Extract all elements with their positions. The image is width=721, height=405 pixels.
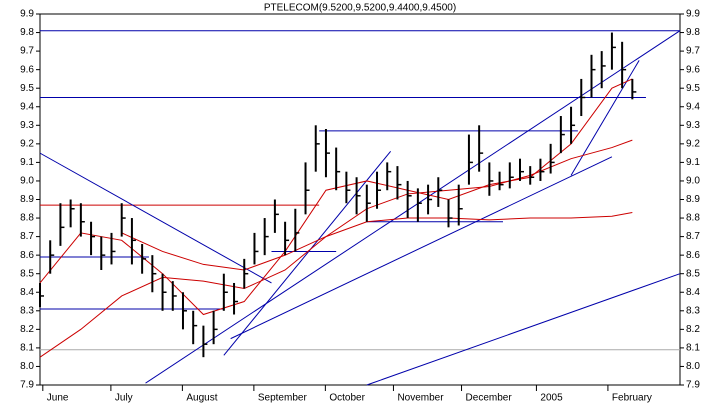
y2-tick-label: 9.2 [686,138,700,149]
y-tick-label: 8.8 [20,213,34,224]
y2-tick-label: 8.4 [686,287,700,298]
y-tick-label: 9.0 [20,176,34,187]
y-tick-label: 9.6 [20,64,34,75]
y-tick-label: 9.3 [20,120,34,131]
y-tick-label: 8.4 [20,287,34,298]
y-tick-label: 8.5 [20,268,34,279]
x-tick-label: 2005 [540,393,563,404]
y2-tick-label: 8.5 [686,268,700,279]
x-tick-label: November [397,393,444,404]
moving-average [121,211,633,271]
y-tick-label: 8.9 [20,194,34,205]
y2-tick-label: 8.0 [686,361,700,372]
y-tick-label: 8.1 [20,343,34,354]
trend-line [570,60,640,176]
y2-tick-label: 8.3 [686,305,700,316]
y-tick-label: 8.6 [20,250,34,261]
y-tick-label: 9.2 [20,138,34,149]
x-tick-label: June [47,393,69,404]
y2-tick-label: 8.9 [686,194,700,205]
y2-tick-label: 9.7 [686,46,700,57]
y2-tick-label: 9.8 [686,27,700,38]
y2-tick-label: 9.4 [686,101,700,112]
y-tick-label: 8.7 [20,231,34,242]
y2-tick-label: 9.3 [686,120,700,131]
y-tick-label: 9.4 [20,101,34,112]
y-tick-label: 8.0 [20,361,34,372]
x-tick-label: July [115,393,133,404]
x-tick-label: August [186,393,217,404]
y-tick-label: 7.9 [20,380,34,391]
y2-tick-label: 7.9 [686,380,700,391]
y2-tick-label: 8.7 [686,231,700,242]
trend-line [366,273,681,386]
x-tick-label: September [258,393,308,404]
y2-tick-label: 9.0 [686,176,700,187]
y2-tick-label: 9.1 [686,157,700,168]
y-tick-label: 9.8 [20,27,34,38]
y2-tick-label: 8.8 [686,213,700,224]
y2-tick-label: 9.6 [686,64,700,75]
trend-line [39,152,272,284]
x-tick-label: December [466,393,513,404]
trend-line [230,156,613,340]
x-tick-label: October [329,393,365,404]
y2-tick-label: 9.5 [686,83,700,94]
chart-title: PTELECOM(9.5200,9.5200,9.4400,9.4500) [264,3,456,14]
y2-tick-label: 8.2 [686,324,700,335]
y-tick-label: 9.1 [20,157,34,168]
y-tick-label: 9.9 [20,9,34,20]
trend-line [223,150,392,356]
y-tick-label: 9.5 [20,83,34,94]
y-tick-label: 8.3 [20,305,34,316]
y2-tick-label: 9.9 [686,9,700,20]
plot-frame [39,13,681,386]
y2-tick-label: 8.6 [686,250,700,261]
y2-tick-label: 8.1 [686,343,700,354]
x-tick-label: February [612,393,652,404]
y-tick-label: 9.7 [20,46,34,57]
y-tick-label: 8.2 [20,324,34,335]
